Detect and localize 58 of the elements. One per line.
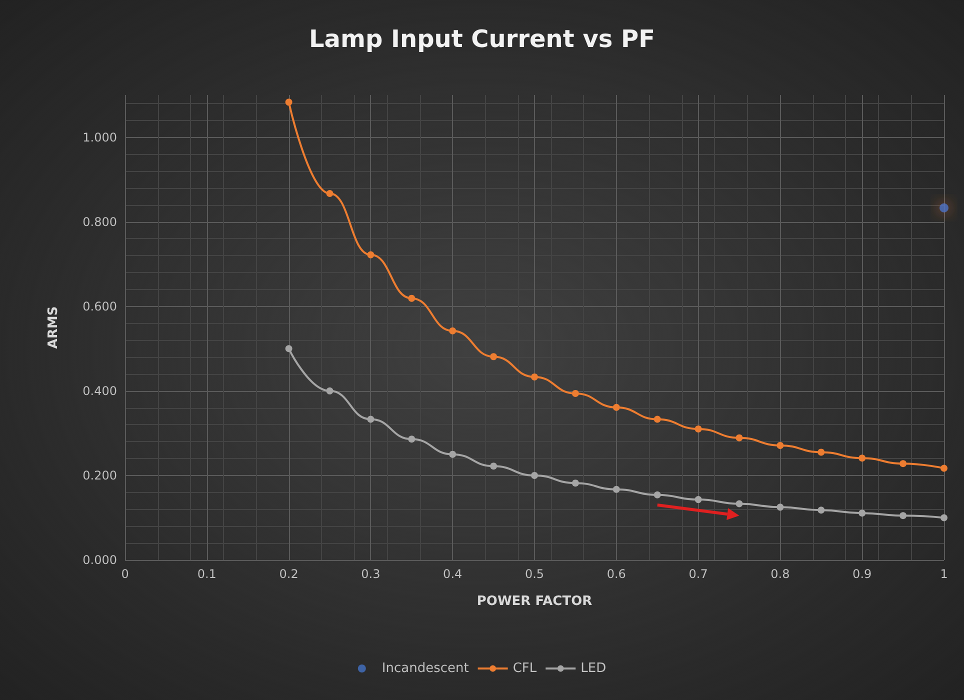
point <box>572 390 579 397</box>
point <box>531 472 538 479</box>
x-tick-label: 0.8 <box>770 567 790 581</box>
x-tick-label: 0 <box>121 567 129 581</box>
y-tick-label: 0.400 <box>82 384 117 398</box>
point <box>285 98 292 106</box>
x-tick-label: 0.6 <box>606 567 626 581</box>
point <box>408 294 416 302</box>
chart-title: Lamp Input Current vs PF <box>309 25 655 53</box>
y-tick-label: 0.000 <box>82 553 117 567</box>
x-tick-label: 1 <box>940 567 948 581</box>
point <box>367 416 374 423</box>
x-axis-title: POWER FACTOR <box>476 594 592 609</box>
y-tick-label: 1.000 <box>82 130 117 144</box>
point <box>776 442 784 449</box>
point <box>900 460 907 468</box>
x-tick-label: 0.5 <box>524 567 544 581</box>
point <box>367 251 374 258</box>
x-tick-label: 0.9 <box>852 567 872 581</box>
legend-label: LED <box>580 661 606 676</box>
point <box>572 480 579 487</box>
x-tick-label: 0.7 <box>688 567 708 581</box>
y-tick-label: 0.800 <box>82 214 117 229</box>
point <box>408 436 416 443</box>
point <box>818 448 825 456</box>
point <box>694 496 702 504</box>
point <box>326 387 334 394</box>
point <box>858 510 866 517</box>
point <box>900 512 907 520</box>
point <box>654 416 661 423</box>
point <box>490 462 498 470</box>
point <box>490 353 498 360</box>
y-axis-title: ARMS <box>46 306 61 349</box>
point <box>940 203 948 212</box>
point <box>285 345 292 352</box>
point <box>736 500 743 508</box>
point <box>449 327 456 334</box>
point <box>940 514 948 522</box>
point <box>694 425 702 432</box>
point <box>612 404 620 411</box>
y-tick-label: 0.200 <box>82 468 117 482</box>
x-tick-label: 0.2 <box>279 567 298 581</box>
point <box>326 190 334 197</box>
y-tick-label: 0.600 <box>82 299 117 314</box>
point <box>736 434 743 442</box>
point <box>776 504 784 511</box>
point <box>654 491 661 498</box>
point <box>531 373 538 380</box>
point <box>818 506 825 514</box>
point <box>612 486 620 493</box>
legend-label: Incandescent <box>382 661 469 676</box>
x-tick-label: 0.3 <box>361 567 380 581</box>
point <box>449 450 456 458</box>
x-tick-label: 0.1 <box>197 567 216 581</box>
legend-label: CFL <box>512 661 538 676</box>
point <box>858 454 866 462</box>
x-tick-label: 0.4 <box>443 567 462 581</box>
point <box>940 464 948 472</box>
